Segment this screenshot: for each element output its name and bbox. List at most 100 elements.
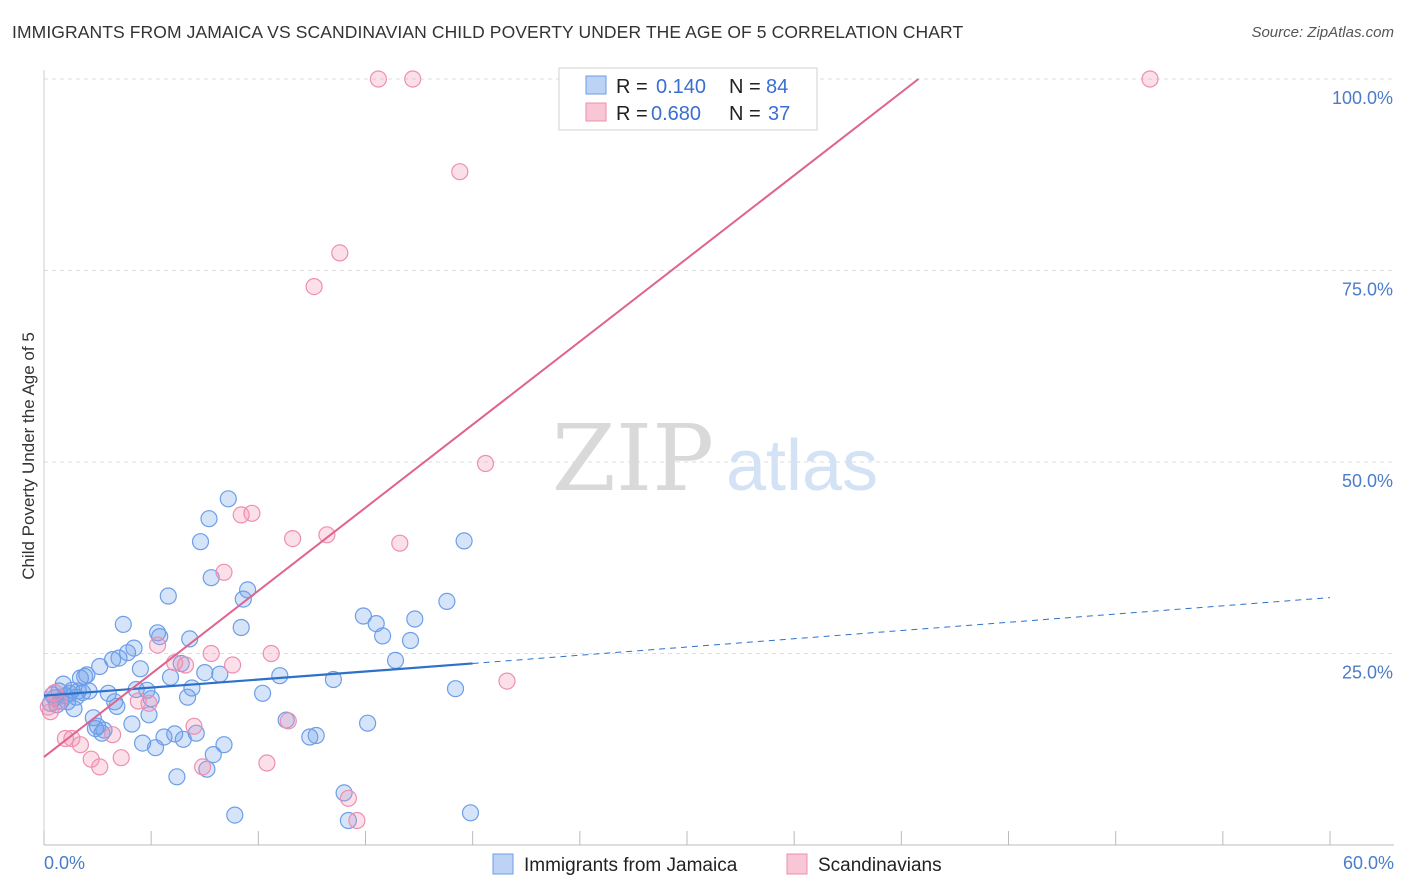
jamaica-point-81: [406, 610, 424, 628]
scandinavians-point-24: [262, 644, 280, 663]
jamaica-point-64: [232, 618, 250, 637]
jamaica-point-83: [446, 680, 465, 698]
source-credit: Source: ZipAtlas.com: [1251, 24, 1394, 41]
scandinavians-point-19: [215, 563, 233, 581]
scandinavians-point-32: [369, 70, 387, 88]
x-axis-ticks: [43, 831, 1331, 845]
legend-swatch-pink: [585, 102, 607, 122]
y-axis-title: Child Poverty Under the Age of 5: [19, 332, 38, 580]
scandinavians-point-31: [348, 811, 366, 830]
scandinavians-point-26: [284, 529, 302, 548]
jamaica-point-85: [461, 804, 480, 822]
jamaica-point-78: [374, 627, 392, 645]
watermark-zip: ZIP: [552, 405, 714, 512]
jamaica-point-61: [215, 736, 233, 754]
jamaica-point-29: [110, 649, 128, 667]
legend-r-value-2: 0.680: [651, 103, 701, 125]
y-tick-label-100: 100.0%: [1332, 88, 1393, 108]
scandinavians-point-18: [202, 644, 220, 663]
scandinavians-point-6: [71, 736, 90, 754]
jamaica-point-50: [179, 688, 197, 706]
trendline-scandinavians: [43, 78, 920, 758]
y-tick-label-25: 25.0%: [1342, 663, 1393, 683]
jamaica-point-39: [142, 690, 160, 708]
legend-box: R = 0.140 N = 84 R = 0.680 N = 37: [558, 67, 818, 131]
legend-n-label-1: N =: [729, 76, 761, 98]
jamaica-point-80: [401, 631, 420, 650]
scandinavians-point-27: [305, 278, 323, 296]
scandinavians-point-11: [129, 692, 147, 710]
jamaica-point-47: [168, 768, 186, 786]
scandinavians-point-15: [176, 656, 195, 674]
jamaica-point-67: [254, 684, 272, 702]
jamaica-point-44: [159, 587, 177, 605]
scandinavians-point-30: [339, 789, 357, 807]
jamaica-point-46: [166, 725, 184, 743]
jamaica-point-36: [134, 734, 152, 752]
scandinavians-point-36: [476, 454, 495, 473]
jamaica-point-72: [324, 670, 342, 689]
legend-n-value-2: 37: [768, 103, 790, 125]
jamaica-point-57: [200, 510, 218, 528]
jamaica-point-23: [93, 724, 111, 742]
scandinavians-point-37: [498, 672, 516, 690]
scandinavians-point-13: [149, 636, 167, 654]
jamaica-point-79: [386, 651, 405, 670]
watermark: ZIP atlas: [552, 405, 878, 512]
scandinavians-point-17: [194, 758, 212, 776]
legend-swatch-blue: [585, 75, 607, 95]
scandinavians-point-21: [232, 506, 250, 524]
scandinavians-point-12: [140, 694, 158, 712]
jamaica-point-82: [438, 592, 456, 611]
bottom-legend-swatch-pink: [786, 853, 808, 875]
jamaica-point-75: [354, 607, 372, 625]
scandinavians-point-34: [404, 70, 422, 88]
y-axis-tick-labels: 25.0% 50.0% 75.0% 100.0%: [1332, 88, 1393, 683]
jamaica-point-54: [191, 533, 210, 551]
jamaica-point-65: [234, 590, 252, 608]
series-scandinavians-points: [39, 70, 1159, 830]
x-tick-label-max: 60.0%: [1343, 853, 1394, 873]
scandinavians-point-2: [46, 683, 64, 702]
scandinavians-point-9: [103, 726, 122, 744]
bottom-legend-swatch-blue: [492, 853, 514, 875]
jamaica-point-63: [226, 806, 244, 824]
watermark-atlas: atlas: [726, 426, 878, 506]
scandinavians-point-23: [258, 754, 276, 772]
jamaica-point-35: [131, 660, 149, 678]
bottom-legend-label-jamaica: Immigrants from Jamaica: [524, 855, 738, 876]
jamaica-point-55: [196, 663, 214, 682]
x-tick-label-min: 0.0%: [44, 853, 85, 873]
legend-r-label-1: R =: [616, 76, 648, 98]
jamaica-point-45: [161, 668, 180, 686]
scandinavians-point-25: [279, 712, 297, 730]
legend-n-value-1: 84: [766, 76, 788, 98]
jamaica-point-71: [307, 726, 325, 745]
chart-title: IMMIGRANTS FROM JAMAICA VS SCANDINAVIAN …: [12, 22, 964, 42]
trendline-jamaica: [43, 662, 473, 697]
legend-r-label-2: R =: [616, 103, 648, 125]
scandinavians-point-29: [331, 244, 349, 262]
jamaica-point-58: [202, 569, 220, 587]
jamaica-point-70: [301, 728, 319, 746]
jamaica-point-84: [455, 532, 473, 550]
y-tick-label-50: 50.0%: [1342, 471, 1393, 491]
jamaica-point-62: [219, 490, 237, 508]
series-jamaica-points: [41, 490, 480, 830]
jamaica-point-68: [271, 667, 289, 685]
jamaica-point-43: [155, 728, 173, 746]
legend-n-label-2: N =: [729, 103, 761, 125]
scandinavians-point-28: [318, 526, 336, 544]
jamaica-point-25: [99, 684, 117, 702]
jamaica-point-52: [183, 679, 201, 697]
scandinavians-point-16: [185, 717, 203, 735]
scandinavians-point-20: [224, 656, 242, 674]
scandinavians-point-33: [391, 534, 409, 552]
jamaica-point-33: [125, 639, 143, 657]
gridlines: [44, 78, 1394, 654]
scandinavians-point-5: [63, 729, 81, 748]
bottom-legend-label-scandinavians: Scandinavians: [818, 855, 942, 876]
jamaica-point-53: [187, 724, 205, 742]
scandinavians-point-10: [112, 749, 130, 767]
